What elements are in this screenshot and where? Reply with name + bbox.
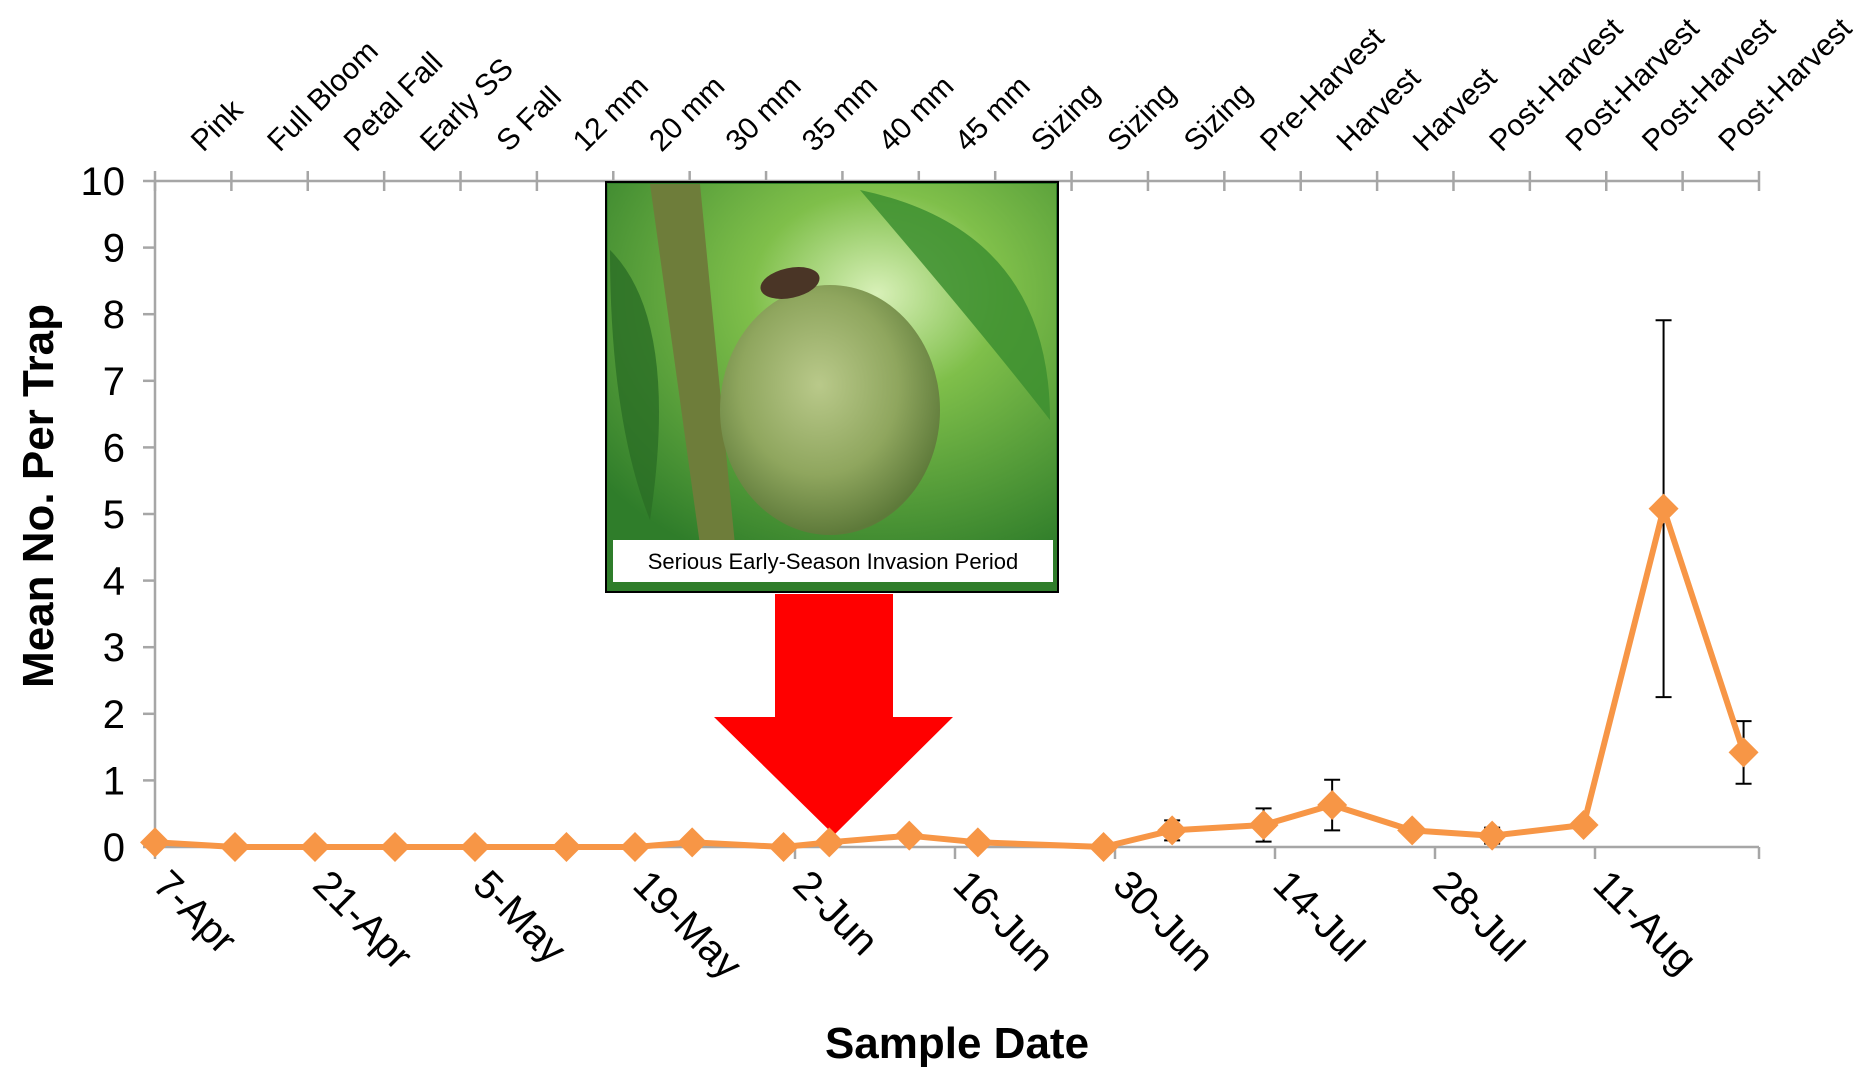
markers bbox=[140, 493, 1759, 862]
y-tick-label: 3 bbox=[103, 626, 125, 670]
data-point bbox=[300, 832, 330, 862]
stink-bug bbox=[760, 267, 820, 299]
red-arrow bbox=[714, 594, 953, 835]
y-axis-title: Mean No. Per Trap bbox=[14, 304, 63, 688]
data-point bbox=[1648, 493, 1679, 524]
stage-label: Harvest bbox=[1407, 61, 1504, 158]
stage-label: 40 mm bbox=[872, 70, 960, 158]
stage-label: 35 mm bbox=[796, 70, 884, 158]
data-point bbox=[1088, 832, 1119, 862]
x-tick-label: 11-Aug bbox=[1585, 862, 1705, 982]
data-point bbox=[1397, 815, 1428, 846]
date-labels: 7-Apr 21-Apr 5-May 19-May 2-Jun 16-Jun 30-Jun 1… bbox=[145, 862, 1705, 987]
inset-photo: Serious Early-Season Invasion Period bbox=[605, 181, 1059, 593]
stage-label: 20 mm bbox=[643, 70, 731, 158]
error-bars bbox=[1164, 319, 1752, 845]
data-point bbox=[551, 832, 582, 862]
y-tick-label: 10 bbox=[81, 160, 126, 204]
leaf-shape bbox=[610, 250, 659, 520]
y-tick-label: 0 bbox=[103, 826, 125, 870]
stage-label: Sizing bbox=[1178, 77, 1259, 158]
data-point bbox=[814, 827, 845, 858]
stage-label: 45 mm bbox=[949, 70, 1037, 158]
stage-label: Sizing bbox=[1025, 77, 1106, 158]
stage-label: Post-Harvest bbox=[1560, 12, 1706, 158]
leaf-shape bbox=[860, 190, 1050, 420]
data-point bbox=[620, 832, 650, 862]
data-point bbox=[220, 832, 250, 862]
y-tick-label: 6 bbox=[103, 426, 125, 470]
x-tick-label: 28-Jul bbox=[1425, 862, 1533, 970]
stage-label: Sizing bbox=[1101, 77, 1182, 158]
data-point bbox=[1568, 810, 1599, 841]
y-tick-label: 7 bbox=[103, 360, 125, 404]
peach-fruit bbox=[720, 285, 940, 535]
x-tick-label: 7-Apr bbox=[145, 862, 245, 962]
y-tick-label: 4 bbox=[103, 560, 125, 604]
x-tick-label: 16-Jun bbox=[945, 862, 1063, 980]
data-point bbox=[1477, 820, 1508, 851]
data-point bbox=[1157, 815, 1188, 846]
y-tick-label: 8 bbox=[103, 293, 125, 337]
data-point bbox=[894, 820, 925, 851]
stage-label: Post-Harvest bbox=[1483, 12, 1629, 158]
stage-label: 30 mm bbox=[719, 70, 807, 158]
y-tick-label: 1 bbox=[103, 759, 125, 803]
data-point bbox=[1317, 790, 1348, 821]
y-tick-labels: 0 1 2 3 4 5 6 7 8 9 10 bbox=[81, 160, 126, 870]
data-point bbox=[140, 827, 170, 858]
stage-label: Post-Harvest bbox=[1712, 12, 1858, 158]
data-point bbox=[380, 832, 410, 862]
y-tick-label: 9 bbox=[103, 227, 125, 271]
data-point bbox=[768, 832, 799, 862]
x-tick-label: 30-Jun bbox=[1105, 862, 1223, 980]
data-point bbox=[1248, 810, 1279, 841]
data-point bbox=[1728, 737, 1759, 768]
data-point bbox=[460, 832, 490, 862]
stage-label: Pink bbox=[185, 93, 250, 158]
stage-label: 12 mm bbox=[567, 70, 655, 158]
x-tick-label: 21-Apr bbox=[305, 862, 421, 978]
x-tick-label: 2-Jun bbox=[785, 862, 887, 964]
x-axis-title: Sample Date bbox=[825, 1019, 1089, 1067]
stage-label: Post-Harvest bbox=[1636, 12, 1782, 158]
x-tick-label: 14-Jul bbox=[1265, 862, 1373, 970]
x-tick-label: 19-May bbox=[625, 862, 750, 987]
caption-box bbox=[613, 540, 1053, 582]
y-tick-label: 5 bbox=[103, 493, 125, 537]
x-tick-label: 5-May bbox=[465, 862, 575, 972]
data-point bbox=[677, 827, 708, 858]
inset-caption: Serious Early-Season Invasion Period bbox=[648, 549, 1019, 574]
y-ticks bbox=[143, 179, 155, 849]
branch-shape bbox=[650, 184, 735, 545]
y-tick-label: 2 bbox=[103, 693, 125, 737]
data-point bbox=[962, 827, 993, 858]
